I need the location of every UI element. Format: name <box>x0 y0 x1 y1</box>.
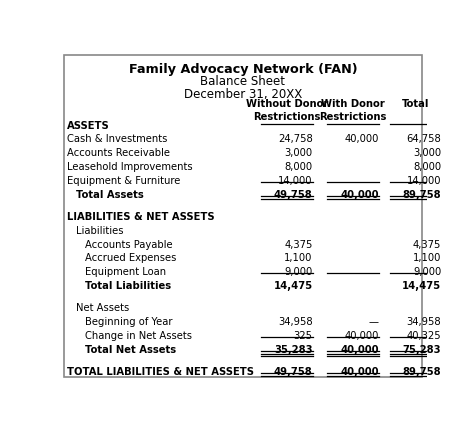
Text: 49,758: 49,758 <box>274 367 313 377</box>
Text: LIABILITIES & NET ASSETS: LIABILITIES & NET ASSETS <box>66 212 214 222</box>
Text: Total Assets: Total Assets <box>76 190 144 200</box>
Text: 3,000: 3,000 <box>284 148 313 158</box>
Text: Total Liabilities: Total Liabilities <box>85 281 171 291</box>
Text: 14,475: 14,475 <box>273 281 313 291</box>
Text: 40,000: 40,000 <box>340 190 379 200</box>
Text: 1,100: 1,100 <box>413 253 441 263</box>
Text: 8,000: 8,000 <box>413 162 441 172</box>
Text: December 31, 20XX: December 31, 20XX <box>184 88 302 101</box>
Text: ASSETS: ASSETS <box>66 121 109 131</box>
Text: Equipment Loan: Equipment Loan <box>85 267 166 277</box>
Text: 40,000: 40,000 <box>345 331 379 341</box>
Text: 89,758: 89,758 <box>403 190 441 200</box>
Text: Liabilities: Liabilities <box>76 226 123 236</box>
Text: Change in Net Assets: Change in Net Assets <box>85 331 192 341</box>
Text: 9,000: 9,000 <box>413 267 441 277</box>
Text: Beginning of Year: Beginning of Year <box>85 317 173 327</box>
Text: 24,758: 24,758 <box>278 134 313 144</box>
Text: 325: 325 <box>294 331 313 341</box>
Text: 8,000: 8,000 <box>284 162 313 172</box>
Text: Accounts Receivable: Accounts Receivable <box>66 148 170 158</box>
Text: Accrued Expenses: Accrued Expenses <box>85 253 176 263</box>
Text: 40,000: 40,000 <box>340 367 379 377</box>
Text: —: — <box>369 317 379 327</box>
Text: 35,283: 35,283 <box>274 345 313 355</box>
Text: 4,375: 4,375 <box>413 240 441 250</box>
Text: 4,375: 4,375 <box>284 240 313 250</box>
Text: 40,000: 40,000 <box>340 345 379 355</box>
Text: TOTAL LIABILITIES & NET ASSETS: TOTAL LIABILITIES & NET ASSETS <box>66 367 254 377</box>
Text: Balance Sheet: Balance Sheet <box>201 75 285 89</box>
Text: Family Advocacy Network (FAN): Family Advocacy Network (FAN) <box>128 63 357 76</box>
Text: Total Net Assets: Total Net Assets <box>85 345 176 355</box>
Text: 75,283: 75,283 <box>403 345 441 355</box>
Text: Without Donor
Restrictions: Without Donor Restrictions <box>246 99 328 122</box>
Text: Leasehold Improvements: Leasehold Improvements <box>66 162 192 172</box>
Text: 40,000: 40,000 <box>345 134 379 144</box>
Text: Net Assets: Net Assets <box>76 303 129 313</box>
Text: 34,958: 34,958 <box>407 317 441 327</box>
Text: 9,000: 9,000 <box>284 267 313 277</box>
Text: 3,000: 3,000 <box>413 148 441 158</box>
Text: 14,000: 14,000 <box>278 176 313 186</box>
Text: With Donor
Restrictions: With Donor Restrictions <box>319 99 387 122</box>
Text: Accounts Payable: Accounts Payable <box>85 240 173 250</box>
Text: 14,000: 14,000 <box>407 176 441 186</box>
Text: 64,758: 64,758 <box>407 134 441 144</box>
Text: 1,100: 1,100 <box>284 253 313 263</box>
Text: Total: Total <box>402 99 429 109</box>
Text: 89,758: 89,758 <box>403 367 441 377</box>
Text: 49,758: 49,758 <box>274 190 313 200</box>
Text: Cash & Investments: Cash & Investments <box>66 134 167 144</box>
Text: 40,325: 40,325 <box>407 331 441 341</box>
Text: 14,475: 14,475 <box>402 281 441 291</box>
Text: Equipment & Furniture: Equipment & Furniture <box>66 176 180 186</box>
Text: 34,958: 34,958 <box>278 317 313 327</box>
